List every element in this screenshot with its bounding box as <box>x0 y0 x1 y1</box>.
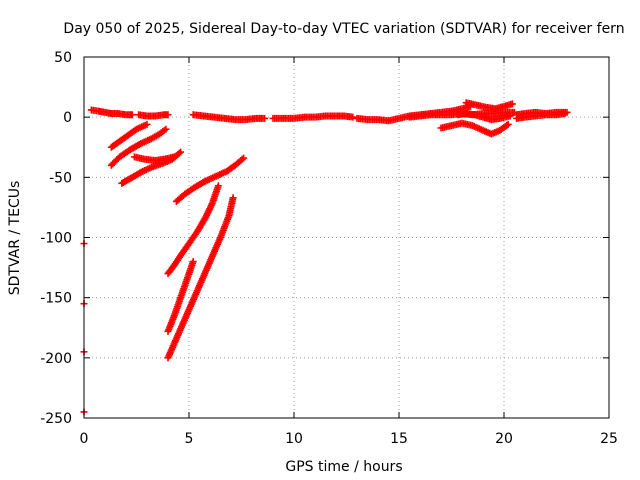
data-point <box>162 125 170 133</box>
axis-ticks: 0 5 10 15 20 25 50 0 -50 -100 -150 -200 -250 <box>40 50 618 447</box>
data-track <box>130 153 178 164</box>
y-axis-label: SDTVAR / TECUs <box>7 181 23 296</box>
data-track <box>189 111 269 124</box>
data-track <box>172 154 248 205</box>
data-point <box>261 114 269 122</box>
y-tick-label: 0 <box>63 110 72 126</box>
data-track <box>513 110 569 122</box>
data-track <box>107 125 170 169</box>
data-track <box>454 110 514 124</box>
x-tick-label: 0 <box>80 431 89 447</box>
data-track <box>164 182 222 278</box>
data-point <box>508 100 516 108</box>
x-tick-label: 5 <box>185 431 194 447</box>
data-track <box>135 111 172 120</box>
y-tick-label: -50 <box>49 170 72 186</box>
x-tick-label: 25 <box>600 431 618 447</box>
y-tick-label: -250 <box>40 411 72 427</box>
data-track <box>164 258 197 335</box>
x-tick-label: 20 <box>495 431 513 447</box>
data-point <box>189 258 197 266</box>
data-point <box>170 153 178 161</box>
data-point <box>506 112 514 120</box>
y-tick-label: -150 <box>40 291 72 307</box>
data-point <box>561 110 569 118</box>
data-point <box>164 111 172 119</box>
y-tick-label: -200 <box>40 351 72 367</box>
data-point <box>143 120 151 128</box>
data-track <box>269 112 357 122</box>
chart-title: Day 050 of 2025, Sidereal Day-to-day VTE… <box>63 21 624 37</box>
y-tick-label: 50 <box>54 50 72 66</box>
data-point <box>503 121 511 129</box>
data-point <box>214 182 222 190</box>
x-axis-label: GPS time / hours <box>285 459 402 475</box>
data-point <box>175 149 183 157</box>
data-track <box>107 120 151 151</box>
y-tick-label: -100 <box>40 231 72 247</box>
data-point <box>349 113 357 121</box>
data-points <box>80 99 571 416</box>
x-tick-label: 10 <box>285 431 303 447</box>
data-point <box>177 148 185 156</box>
data-track <box>164 194 237 362</box>
data-point <box>229 194 237 202</box>
data-track <box>437 119 512 138</box>
data-track <box>462 99 516 113</box>
x-tick-label: 15 <box>390 431 408 447</box>
data-track <box>87 106 136 119</box>
data-point <box>240 154 248 162</box>
data-point <box>238 155 246 163</box>
data-point <box>504 120 512 128</box>
data-point <box>128 111 136 119</box>
